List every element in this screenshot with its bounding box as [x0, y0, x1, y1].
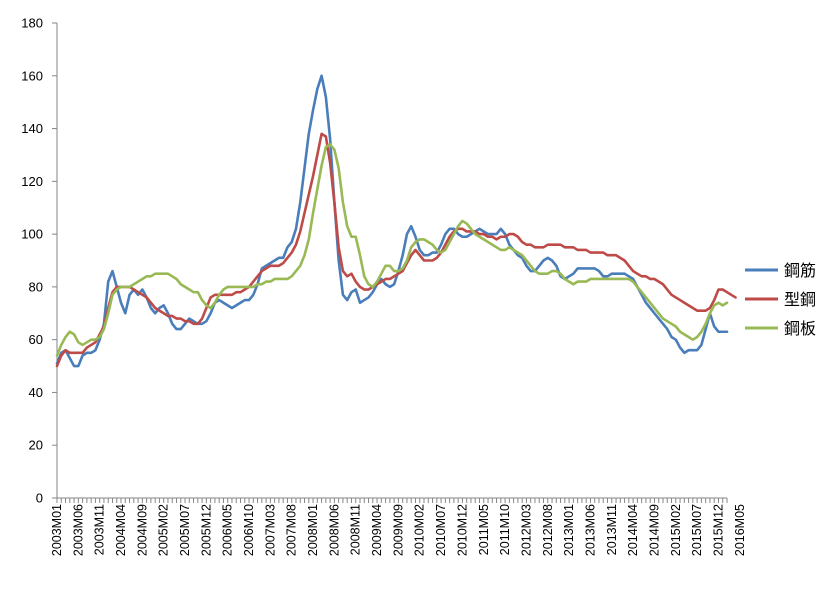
y-tick-label: 140 [21, 121, 43, 136]
y-axis: 0 20 40 60 80 100 120 140 160 180 [21, 16, 58, 506]
x-tick-label: 2005M07 [178, 504, 192, 556]
x-tick-label: 2015M02 [669, 504, 683, 556]
y-tick-label: 120 [21, 174, 43, 189]
x-tick-label: 2004M04 [114, 504, 128, 556]
x-tick-label: 2015M12 [711, 504, 725, 556]
x-tick-label: 2003M01 [50, 504, 64, 556]
x-tick-label: 2006M05 [221, 504, 235, 556]
x-tick-label: 2015M07 [690, 504, 704, 556]
x-tick-label: 2014M09 [647, 504, 661, 556]
series-layer [55, 74, 737, 368]
x-tick-label: 2011M10 [498, 504, 512, 555]
legend-label: 鋼筋 [784, 262, 816, 280]
y-tick-label: 100 [21, 227, 43, 242]
x-tick-label: 2003M06 [71, 504, 85, 556]
y-tick-label: 0 [36, 491, 43, 506]
legend-item-3: 鋼板 [745, 320, 816, 338]
y-tick-label: 180 [21, 16, 43, 31]
x-axis: 2003M01 2003M06 2003M11 2004M04 2004M09 2005M… [50, 497, 747, 556]
x-tick-label: 2004M09 [135, 504, 149, 556]
x-tick-label: 2013M11 [605, 504, 619, 555]
series-line-3 [55, 143, 729, 357]
x-tick-label: 2009M04 [370, 504, 384, 556]
x-tick-label: 2007M08 [285, 504, 299, 556]
series-line-2 [55, 132, 737, 368]
x-tick-label: 2012M08 [541, 504, 555, 556]
x-tick-label: 2009M09 [391, 504, 405, 556]
series-line-1 [55, 74, 729, 368]
y-tick-label: 80 [29, 279, 43, 294]
x-tick-label: 2005M12 [199, 504, 213, 556]
x-tick-label: 2014M04 [626, 504, 640, 556]
x-tick-label: 2008M11 [349, 504, 363, 555]
x-tick-label: 2010M07 [434, 504, 448, 556]
y-tick-label: 60 [29, 332, 43, 347]
x-tick-label: 2008M06 [327, 504, 341, 556]
x-tick-label: 2007M03 [263, 504, 277, 556]
x-tick-label: 2003M11 [93, 504, 107, 555]
x-tick-label: 2011M05 [477, 504, 491, 555]
legend-item-2: 型鋼 [745, 291, 816, 309]
x-tick-label: 2008M01 [306, 504, 320, 556]
legend-item-1: 鋼筋 [745, 262, 816, 280]
y-tick-label: 20 [29, 438, 43, 453]
x-tick-label: 2010M02 [413, 504, 427, 556]
x-tick-label: 2006M10 [242, 504, 256, 556]
x-tick-label: 2010M12 [455, 504, 469, 556]
legend-label: 鋼板 [784, 320, 816, 338]
y-tick-label: 40 [29, 385, 43, 400]
y-tick-label: 160 [21, 68, 43, 83]
x-tick-label: 2016M05 [733, 504, 747, 556]
legend-label: 型鋼 [784, 291, 816, 309]
x-tick-label: 2013M01 [562, 504, 576, 556]
x-tick-label: 2005M02 [157, 504, 171, 556]
x-tick-label: 2013M06 [583, 504, 597, 556]
x-tick-label: 2012M03 [519, 504, 533, 556]
